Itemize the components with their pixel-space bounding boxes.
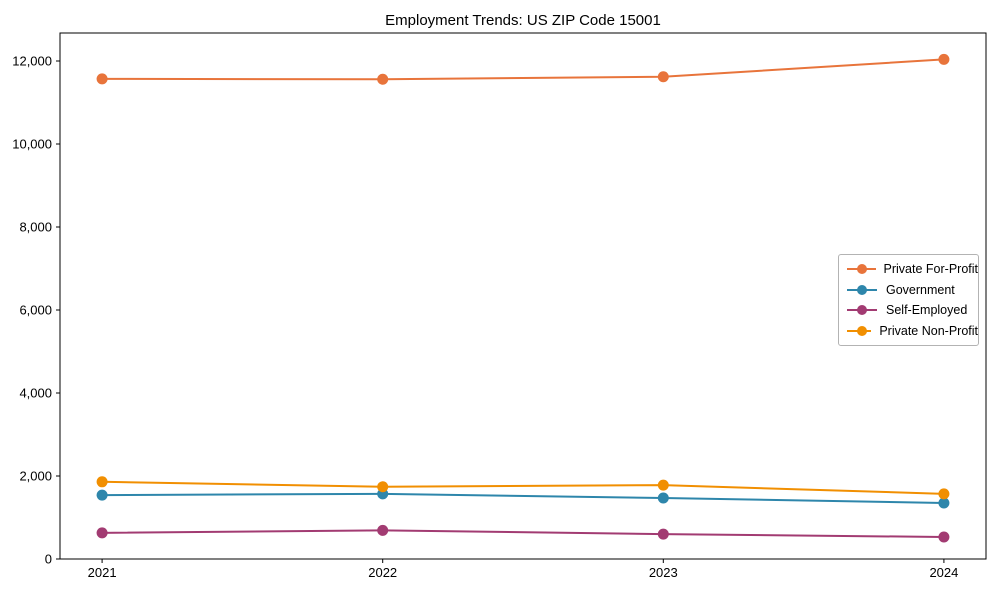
data-point: [938, 53, 950, 65]
series-private-for-profit: [96, 53, 950, 85]
data-point: [96, 489, 108, 501]
data-point: [657, 492, 669, 504]
data-point: [96, 476, 108, 488]
data-point: [657, 479, 669, 491]
legend-entry-private-non-profit: Private Non-Profit: [846, 322, 978, 340]
y-axis-tick-label: 12,000: [12, 54, 52, 69]
y-axis-tick-label: 10,000: [12, 137, 52, 152]
y-axis-tick-label: 0: [45, 552, 52, 567]
legend-label: Self-Employed: [886, 303, 968, 318]
legend-dot: [857, 264, 867, 275]
series-self-employed: [96, 524, 950, 543]
chart-title: Employment Trends: US ZIP Code 15001: [385, 12, 661, 29]
legend-line-marker-icon: [847, 284, 877, 295]
data-point: [938, 531, 950, 543]
series-line: [102, 480, 944, 495]
y-axis-tick-label: 8,000: [19, 220, 52, 235]
x-axis-tick-label: 2023: [649, 565, 678, 580]
legend-line-marker-icon: [847, 264, 876, 275]
data-point: [377, 73, 389, 85]
y-axis-tick-label: 2,000: [19, 469, 52, 484]
x-axis-tick-label: 2024: [929, 565, 958, 580]
series-private-non-profit: [96, 476, 950, 500]
x-axis-tick-label: 2021: [88, 565, 117, 580]
legend-label: Government: [886, 282, 955, 297]
legend-line-marker-icon: [847, 325, 872, 336]
plot-frame: [59, 32, 987, 560]
legend: Private For-Profit Government Self-Employe…: [838, 254, 979, 346]
legend-label: Private Non-Profit: [879, 323, 978, 338]
data-point: [938, 488, 950, 500]
legend-dot: [857, 325, 867, 336]
legend-entry-private-for-profit: Private For-Profit: [846, 260, 978, 278]
data-point: [657, 528, 669, 540]
data-point: [377, 481, 389, 493]
data-point: [657, 71, 669, 83]
series-government: [96, 488, 950, 509]
legend-line-marker-icon: [847, 305, 877, 316]
series-line: [102, 529, 944, 539]
series-line: [102, 492, 944, 504]
series-line: [102, 58, 944, 81]
legend-dot: [857, 305, 867, 316]
y-axis-tick-label: 6,000: [19, 303, 52, 318]
data-point: [96, 527, 108, 539]
data-point: [377, 524, 389, 536]
x-axis-tick-label: 2022: [368, 565, 397, 580]
legend-entry-government: Government: [846, 281, 978, 299]
data-point: [96, 73, 108, 85]
y-axis-tick-label: 4,000: [19, 386, 52, 401]
legend-dot: [857, 284, 867, 295]
legend-entry-self-employed: Self-Employed: [846, 301, 978, 319]
legend-label: Private For-Profit: [883, 262, 978, 277]
data-point: [938, 497, 950, 509]
